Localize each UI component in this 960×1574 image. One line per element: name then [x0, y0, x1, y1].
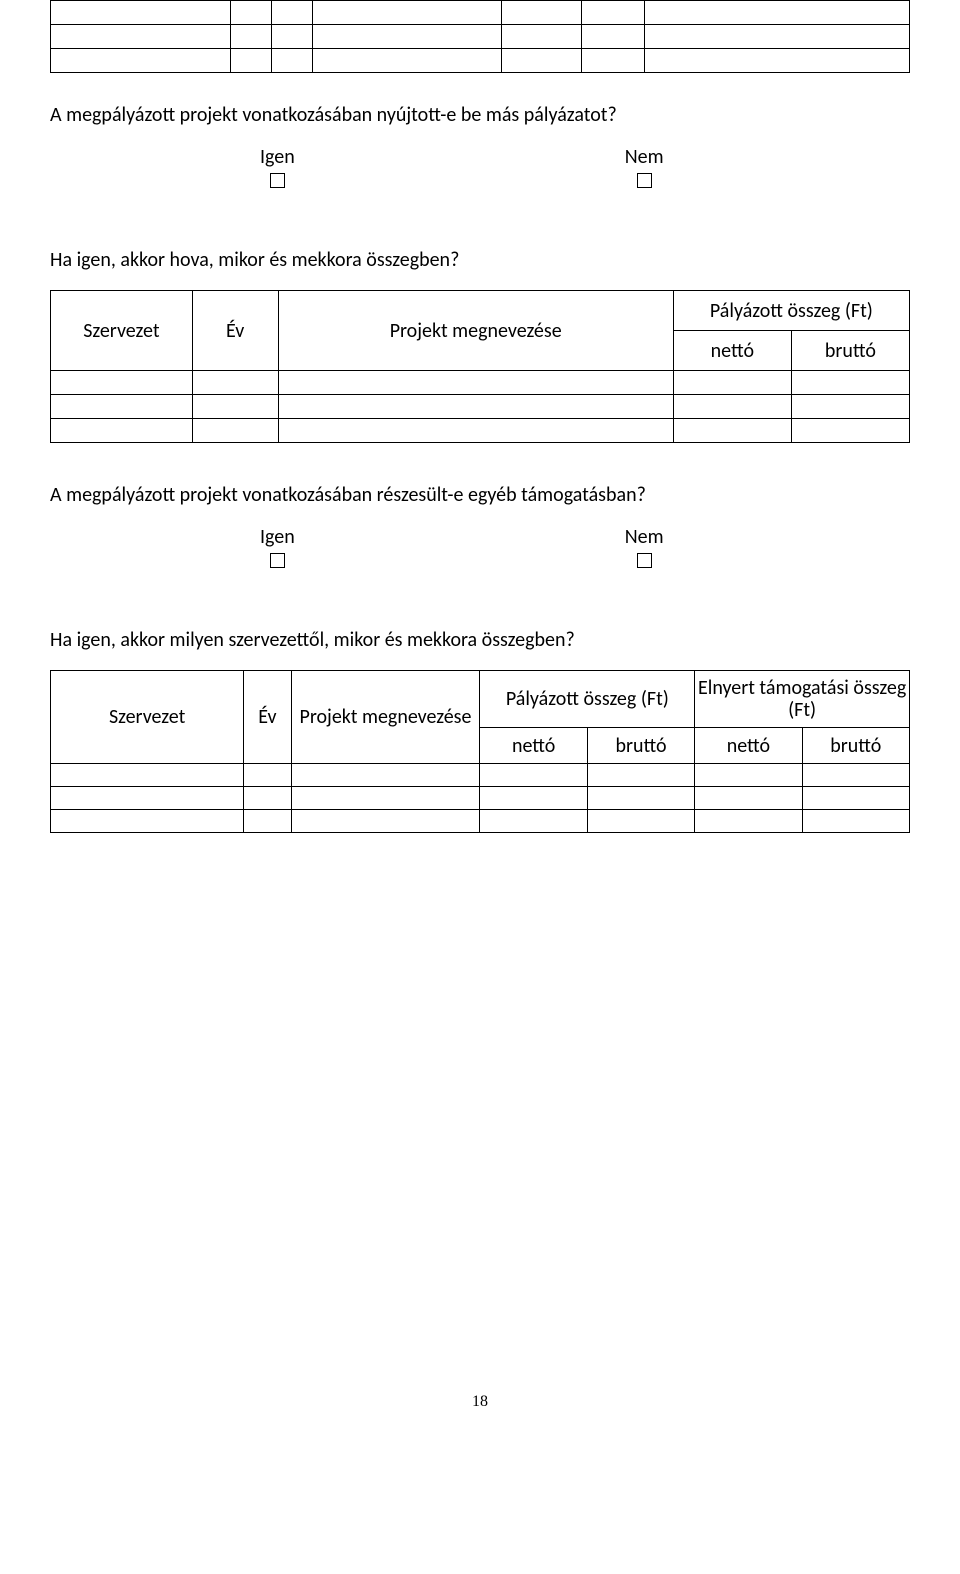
question-2: A megpályázott projekt vonatkozásában ré… [50, 483, 910, 507]
choice-yes-label-2: Igen [260, 525, 295, 549]
checkbox-yes-2[interactable] [270, 553, 285, 568]
checkbox-yes-1[interactable] [270, 173, 285, 188]
question-1: A megpályázott projekt vonatkozásában ny… [50, 103, 910, 127]
page-number: 18 [50, 1393, 910, 1411]
applications-table: Szervezet Év Projekt megnevezése Pályázo… [50, 290, 910, 443]
choice-row-1: Igen Nem [50, 145, 910, 194]
support-table: Szervezet Év Projekt megnevezése Pályázo… [50, 670, 910, 833]
choice-no-label: Nem [625, 145, 664, 169]
t1-col-osszeg: Pályázott összeg (Ft) [673, 291, 909, 331]
t1-col-brutto: bruttó [791, 331, 909, 371]
prompt-1: Ha igen, akkor hova, mikor és mekkora ös… [50, 248, 910, 272]
t2-netto-1: nettó [480, 728, 587, 764]
choice-yes-label: Igen [260, 145, 295, 169]
prompt-2: Ha igen, akkor milyen szervezettől, miko… [50, 628, 910, 652]
t2-brutto-1: bruttó [587, 728, 694, 764]
t2-col-szervezet: Szervezet [51, 671, 244, 764]
t1-col-ev: Év [192, 291, 278, 371]
t1-col-netto: nettó [673, 331, 791, 371]
t1-col-projekt: Projekt megnevezése [278, 291, 673, 371]
top-empty-table [50, 0, 910, 73]
t2-col-projekt: Projekt megnevezése [291, 671, 480, 764]
t2-brutto-2: bruttó [802, 728, 909, 764]
checkbox-no-1[interactable] [637, 173, 652, 188]
t2-col-ev: Év [244, 671, 291, 764]
choice-row-2: Igen Nem [50, 525, 910, 574]
t2-col-palyazott: Pályázott összeg (Ft) [480, 671, 695, 728]
t1-col-szervezet: Szervezet [51, 291, 193, 371]
t2-netto-2: nettó [695, 728, 802, 764]
checkbox-no-2[interactable] [637, 553, 652, 568]
t2-col-elnyert: Elnyert támogatási összeg (Ft) [695, 671, 910, 728]
choice-no-label-2: Nem [625, 525, 664, 549]
